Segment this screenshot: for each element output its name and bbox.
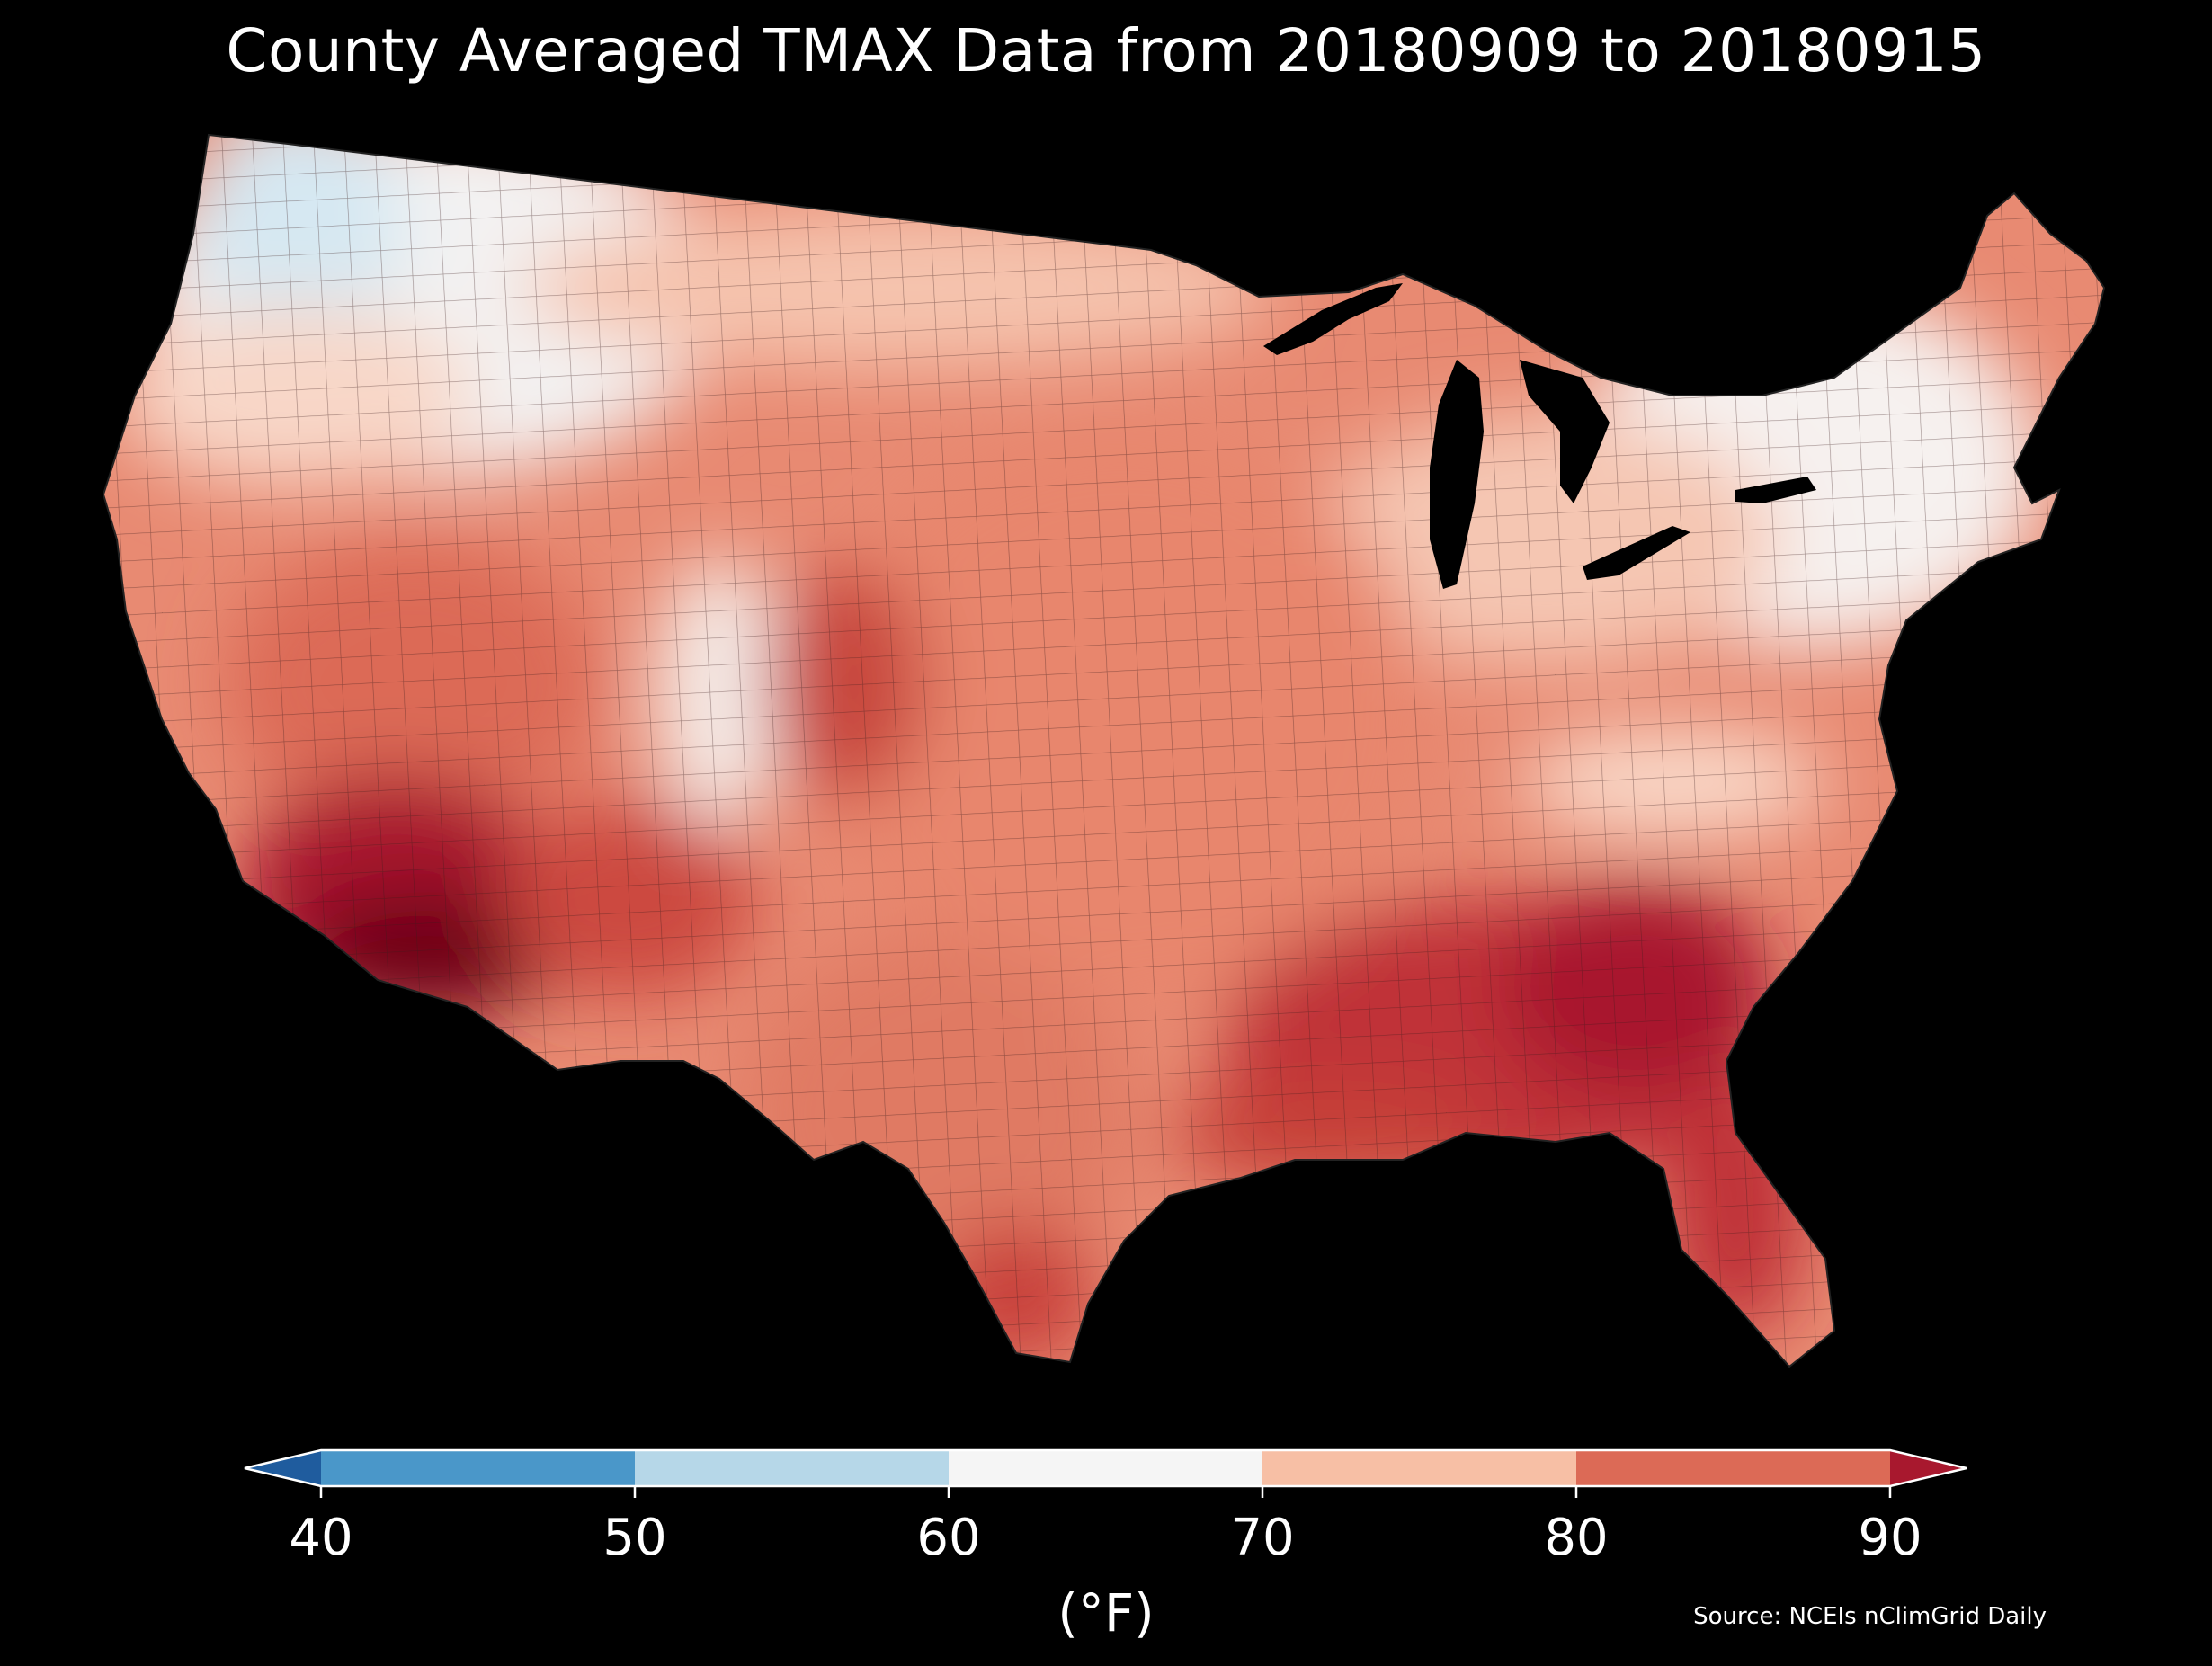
colorbar-units-label: (°F) [1057,1582,1155,1644]
colorbar-tick-label-40: 40 [289,1509,353,1567]
colorbar-bin-70-80 [1262,1450,1576,1486]
colorbar-tick-label-60: 60 [916,1509,981,1567]
colorbar-arrow-max [1890,1450,1967,1486]
lake-huron [1520,360,1610,503]
lake-michigan [1430,360,1484,589]
colorbar-tick-label-80: 80 [1544,1509,1609,1567]
great-lakes [1263,283,1816,589]
colorbar-bin-60-70 [949,1450,1262,1486]
colorbar-bin-80-90 [1576,1450,1890,1486]
source-credit: Source: NCEIs nClimGrid Daily [1693,1603,2047,1630]
colorbar-bin-50-60 [635,1450,949,1486]
colorbar-tick-label-90: 90 [1858,1509,1922,1567]
lake-erie [1583,526,1690,580]
lake-ontario [1735,477,1816,503]
us-outline [102,133,2106,1368]
colorbar-bin-40-50 [321,1450,635,1486]
map-title: County Averaged TMAX Data from 20180909 … [226,16,1986,85]
colorbar [244,1448,1967,1498]
colorbar-tick-label-50: 50 [602,1509,667,1567]
colorbar-arrow-min [245,1450,321,1486]
lake-superior [1263,283,1403,355]
colorbar-tick-label-70: 70 [1230,1509,1295,1567]
